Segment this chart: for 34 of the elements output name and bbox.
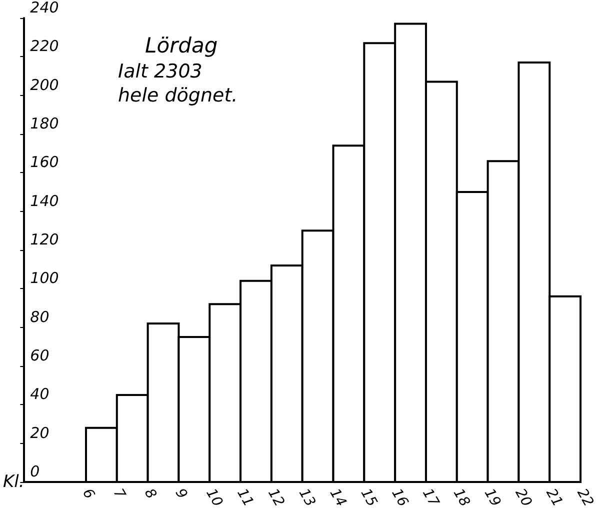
x-tick-label: 21 xyxy=(542,486,566,510)
y-tick-label: 140 xyxy=(30,192,59,210)
y-tick-label: 100 xyxy=(30,269,59,288)
x-tick-label: 8 xyxy=(140,486,160,502)
y-tick-label: 160 xyxy=(30,153,59,172)
y-tick-label: 40 xyxy=(30,385,50,404)
x-tick-label: 6 xyxy=(79,486,98,502)
x-tick-label: 18 xyxy=(450,486,473,510)
x-tick-label: 17 xyxy=(419,486,442,510)
x-tick-label: 13 xyxy=(295,486,318,510)
y-tick-label: 180 xyxy=(30,114,59,132)
x-tick-label: 20 xyxy=(512,486,535,510)
x-tick-label: 12 xyxy=(264,486,288,510)
annotation: Ialt 2303 xyxy=(118,60,202,82)
x-tick-label: 10 xyxy=(202,486,226,510)
y-tick-label: 240 xyxy=(30,0,59,16)
y-tick-label: 0 xyxy=(30,462,40,480)
y-tick-label: 120 xyxy=(30,230,59,248)
x-tick-label: 15 xyxy=(357,486,380,510)
y-tick-label: 20 xyxy=(30,424,50,442)
y-tick-label: 200 xyxy=(30,76,59,94)
y-tick-label: 80 xyxy=(30,308,50,326)
text: Lördag xyxy=(145,34,218,58)
x-axis-title: Kl. xyxy=(3,472,24,492)
y-tick-label: 220 xyxy=(30,37,59,56)
x-tick-label: 14 xyxy=(326,486,350,510)
x-tick-label: 7 xyxy=(110,486,128,502)
x-tick-label: 9 xyxy=(172,486,190,502)
x-tick-label: 11 xyxy=(234,486,256,510)
x-tick-label: 22 xyxy=(574,486,596,510)
annotation: hele dögnet. xyxy=(118,84,238,106)
y-tick-label: 60 xyxy=(30,346,50,364)
x-tick-label: 19 xyxy=(480,486,504,510)
x-tick-label: 16 xyxy=(388,486,411,510)
